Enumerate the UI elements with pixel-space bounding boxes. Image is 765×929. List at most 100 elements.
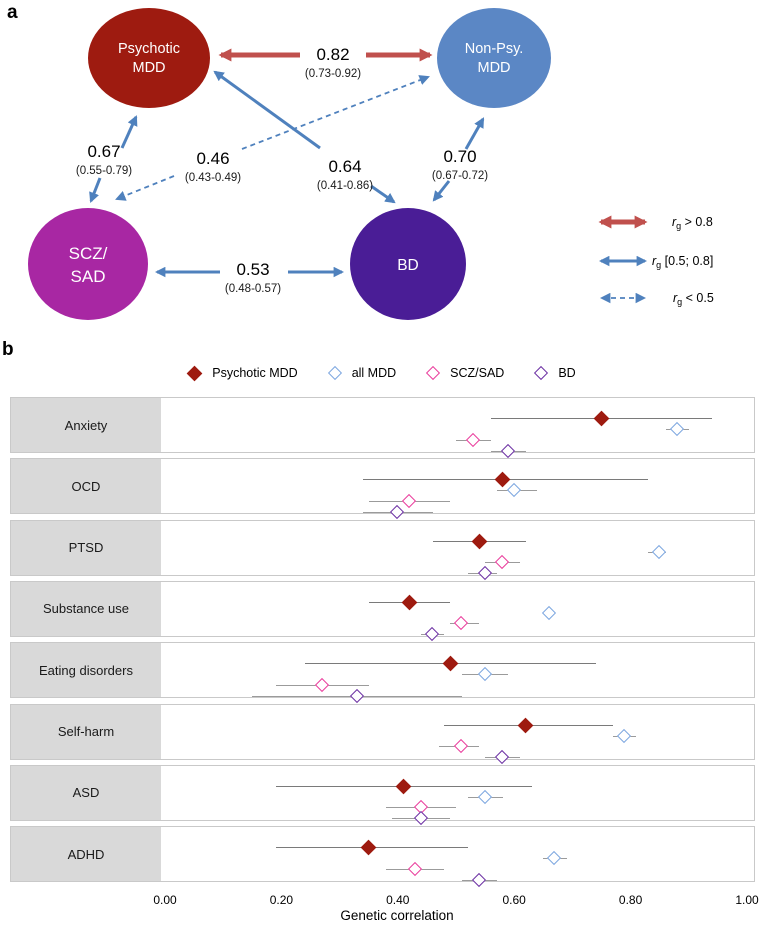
edge-ci: (0.41-0.86) [317,180,373,192]
edge-pmdd-bd: 0.64 (0.41-0.86) [213,70,396,204]
marker-bd [494,749,510,765]
marker-bd [500,443,515,458]
edge-pmdd-npmdd: 0.82 (0.73-0.92) [218,45,433,80]
category-label: Eating disorders [11,643,161,698]
category-label: PTSD [11,520,161,575]
node-circle [350,208,466,320]
marker-all-mdd [669,421,684,437]
marker-all-mdd [652,544,667,559]
panel-b-label: b [2,339,14,360]
marker-all-mdd [477,789,492,804]
category-box-eating-disorders: Eating disorders [10,642,755,703]
category-box-adhd: ADHD [10,826,755,887]
x-tick: 0.40 [386,893,410,907]
category-box-substance-use: Substance use [10,580,755,642]
x-tick: 0.60 [502,893,526,907]
marker-psychotic-mdd [471,533,488,549]
marker-scz-sad [465,432,481,447]
marker-psychotic-mdd [395,778,412,795]
marker-psychotic-mdd [401,594,418,611]
blue-arrow [370,184,396,204]
node-psychotic-mdd: Psychotic MDD [88,8,210,108]
blue-dashed-arrow [241,75,430,150]
marker-all-mdd [541,605,556,620]
node-label: Psychotic [118,41,180,57]
marker-bd [349,688,364,703]
blue-arrow [432,180,451,202]
node-label: SCZ/ [69,244,108,263]
category-box-ptsd: PTSD [10,519,755,581]
marker-scz-sad [494,555,510,570]
blue-arrow [89,177,102,203]
marker-psychotic-mdd [360,839,377,856]
category-box-self-harm: Self-harm [10,703,755,765]
legend-label: all MDD [351,366,397,380]
category-label: ADHD [11,827,161,882]
legend-label: SCZ/SAD [450,366,505,380]
panel-a-legend: rg > 0.8 rg [0.5; 0.8] rg < 0.5 [598,215,714,307]
marker-bd [477,566,492,581]
edge-npmdd-bd: 0.70 (0.67-0.72) [432,117,488,202]
edge-value: 0.67 [87,142,120,161]
node-bd: BD [350,208,466,320]
node-circle [28,208,148,320]
legend-item-all-mdd: all MDD [327,365,397,381]
category-box-asd: ASD [10,764,755,826]
marker-bd [413,811,428,826]
category-label: OCD [11,459,161,514]
legend-item-psychotic-mdd: Psychotic MDD [186,365,298,381]
x-tick: 1.00 [735,893,759,907]
edge-value: 0.46 [196,149,229,168]
marker-scz-sad [314,677,329,692]
edge-ci: (0.55-0.79) [76,165,132,177]
node-label: Non-Psy. [465,41,524,57]
edge-ci: (0.48-0.57) [225,283,281,295]
marker-scz-sad [454,616,469,631]
node-label: MDD [477,60,510,76]
legend-label: BD [558,366,576,380]
edge-value: 0.70 [443,147,476,166]
category-label: ASD [11,765,161,820]
marker-all-mdd [617,728,632,743]
legend-entry: rg > 0.8 [672,215,713,231]
marker-bd [390,504,405,519]
marker-scz-sad [454,738,469,754]
marker-psychotic-mdd [593,410,610,427]
marker-psychotic-mdd [494,472,511,488]
blue-arrow [464,117,485,150]
blue-dashed-arrow [115,175,175,201]
edge-value: 0.64 [328,157,361,176]
forest-legend: Psychotic MDD all MDD SCZ/SAD BD [0,365,765,381]
node-label: SAD [71,267,106,286]
node-scz-sad: SCZ/ SAD [28,208,148,320]
x-tick: 0.80 [618,893,643,907]
category-box-anxiety: Anxiety [10,397,755,458]
legend-label: Psychotic MDD [212,366,298,380]
marker-bd [425,627,440,642]
category-box-ocd: OCD [10,458,755,519]
category-label: Substance use [11,581,161,636]
blue-arrow [120,115,138,149]
node-label: BD [397,257,419,274]
category-label: Anxiety [11,398,161,452]
panel-a-label: a [7,2,18,23]
edge-ci: (0.67-0.72) [432,170,488,182]
node-non-psy-mdd: Non-Psy. MDD [437,8,551,108]
x-tick: 0.20 [269,893,294,907]
edge-value: 0.82 [316,45,349,64]
edge-pmdd-scz: 0.67 (0.55-0.79) [76,115,138,203]
marker-all-mdd [547,851,562,866]
legend-item-bd: BD [534,365,576,381]
node-circle [88,8,210,108]
marker-psychotic-mdd [518,717,534,733]
marker-bd [471,872,486,887]
marker-all-mdd [506,483,521,498]
marker-scz-sad [401,493,417,508]
category-label: Self-harm [11,704,161,759]
node-circle [437,8,551,108]
edge-ci: (0.73-0.92) [305,68,361,80]
edge-scz-bd: 0.53 (0.48-0.57) [154,260,345,295]
edge-ci: (0.43-0.49) [185,172,241,184]
